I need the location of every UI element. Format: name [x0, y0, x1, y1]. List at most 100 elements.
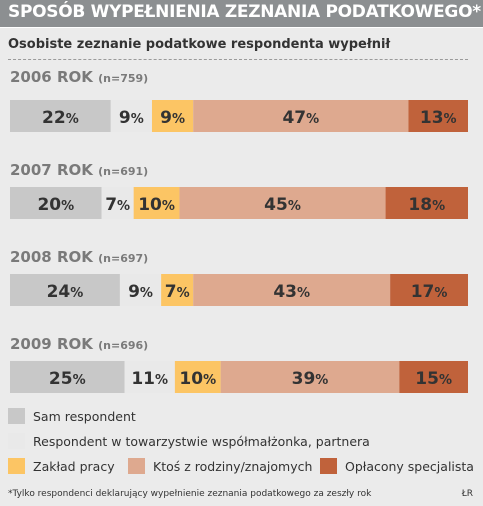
data-unit: %	[117, 199, 130, 214]
sample-size: (n=696)	[98, 339, 148, 352]
data-label: 25%	[49, 369, 86, 389]
sample-size: (n=697)	[98, 252, 148, 265]
data-value: 9	[128, 282, 140, 302]
credit: ŁR	[461, 489, 473, 499]
legend-item-ktos-z-rodziny: Ktoś z rodziny/znajomych	[128, 458, 312, 474]
data-value: 10	[138, 195, 162, 215]
chart-title: SPOSÓB WYPEŁNIENIA ZEZNANIA PODATKOWEGO*	[8, 2, 481, 22]
bar-group: 2006 ROK (n=759)22% 9% 9% 47% 13%	[10, 68, 468, 132]
data-unit: %	[434, 286, 447, 301]
data-unit: %	[297, 286, 310, 301]
data-unit: %	[73, 373, 86, 388]
bar-segment	[399, 361, 468, 393]
bar-segment	[10, 274, 120, 306]
data-label: 9%	[160, 108, 185, 128]
legend-item-zaklad-pracy: Zakład pracy	[8, 458, 115, 474]
data-value: 45	[264, 195, 288, 215]
data-value: 9	[119, 108, 131, 128]
bar-segment	[10, 361, 125, 393]
bar-segment	[110, 100, 152, 132]
data-unit: %	[131, 112, 144, 127]
data-label: 9%	[119, 108, 144, 128]
bar-group: 2008 ROK (n=697)24% 9% 7% 43% 17%	[10, 248, 468, 306]
bar-segment	[385, 187, 468, 219]
data-value: 9	[160, 108, 172, 128]
data-label: 17%	[411, 282, 448, 302]
legend-swatch	[8, 408, 25, 424]
bar-segment	[220, 361, 400, 393]
data-label: 13%	[420, 108, 457, 128]
data-unit: %	[155, 373, 168, 388]
subtitle-divider	[8, 59, 468, 60]
data-value: 7	[165, 282, 177, 302]
data-label: 20%	[37, 195, 74, 215]
data-value: 13	[420, 108, 444, 128]
data-value: 43	[273, 282, 297, 302]
year-text: 2007 ROK	[10, 161, 98, 179]
year-label: 2007 ROK (n=691)	[10, 161, 148, 179]
data-unit: %	[177, 286, 190, 301]
data-label: 47%	[282, 108, 319, 128]
bar-segment	[408, 100, 468, 132]
data-unit: %	[66, 112, 79, 127]
year-text: 2008 ROK	[10, 248, 98, 266]
data-label: 43%	[273, 282, 310, 302]
bar-segment	[174, 361, 221, 393]
data-unit: %	[432, 199, 445, 214]
data-unit: %	[172, 112, 185, 127]
legend-label: Zakład pracy	[33, 458, 115, 474]
legend-item-oplacony-specjalista: Opłacony specjalista	[320, 458, 474, 474]
sample-size: (n=691)	[98, 165, 148, 178]
data-unit: %	[444, 112, 457, 127]
legend-label: Ktoś z rodziny/znajomych	[153, 458, 313, 474]
bar-segment	[193, 100, 409, 132]
data-unit: %	[61, 199, 74, 214]
bar-segment	[119, 274, 162, 306]
data-label: 45%	[264, 195, 301, 215]
data-label: 11%	[131, 369, 168, 389]
bar-segment	[124, 361, 175, 393]
year-label: 2009 ROK (n=696)	[10, 335, 148, 353]
data-unit: %	[162, 199, 175, 214]
data-unit: %	[70, 286, 83, 301]
data-value: 10	[179, 369, 203, 389]
data-label: 10%	[179, 369, 216, 389]
data-unit: %	[315, 373, 328, 388]
data-label: 9%	[128, 282, 153, 302]
data-value: 11	[131, 369, 155, 389]
data-label: 7%	[105, 195, 130, 215]
legend-item-respondent-z-partnerem: Respondent w towarzystwie współmałżonka,…	[8, 433, 370, 449]
data-label: 7%	[165, 282, 190, 302]
bar-segment	[179, 187, 386, 219]
data-value: 25	[49, 369, 73, 389]
legend-item-sam-respondent: Sam respondent	[8, 408, 136, 424]
bar-segment	[193, 274, 391, 306]
year-label: 2008 ROK (n=697)	[10, 248, 148, 266]
bar-segment	[390, 274, 468, 306]
chart-subtitle: Osobiste zeznanie podatkowe respondenta …	[8, 37, 391, 52]
legend-swatch	[8, 433, 25, 449]
legend: Sam respondent Respondent w towarzystwie…	[8, 408, 478, 488]
data-unit: %	[306, 112, 319, 127]
data-value: 17	[411, 282, 435, 302]
data-value: 47	[282, 108, 306, 128]
year-text: 2009 ROK	[10, 335, 98, 353]
data-label: 22%	[42, 108, 79, 128]
bar-segment	[133, 187, 180, 219]
data-unit: %	[203, 373, 216, 388]
data-value: 20	[37, 195, 61, 215]
data-label: 15%	[415, 369, 452, 389]
title-bar	[0, 0, 483, 27]
data-value: 24	[47, 282, 71, 302]
legend-label: Respondent w towarzystwie współmałżonka,…	[33, 433, 370, 449]
data-value: 7	[105, 195, 117, 215]
legend-swatch	[320, 458, 337, 474]
bar-segment	[151, 100, 194, 132]
footnote: *Tylko respondenci deklarujący wypełnien…	[8, 489, 372, 499]
bar-group: 2007 ROK (n=691)20% 7% 10% 45% 18%	[10, 161, 468, 219]
sample-size: (n=759)	[98, 72, 148, 85]
data-unit: %	[140, 286, 153, 301]
bar-segment	[10, 100, 111, 132]
bar-segment	[161, 274, 194, 306]
